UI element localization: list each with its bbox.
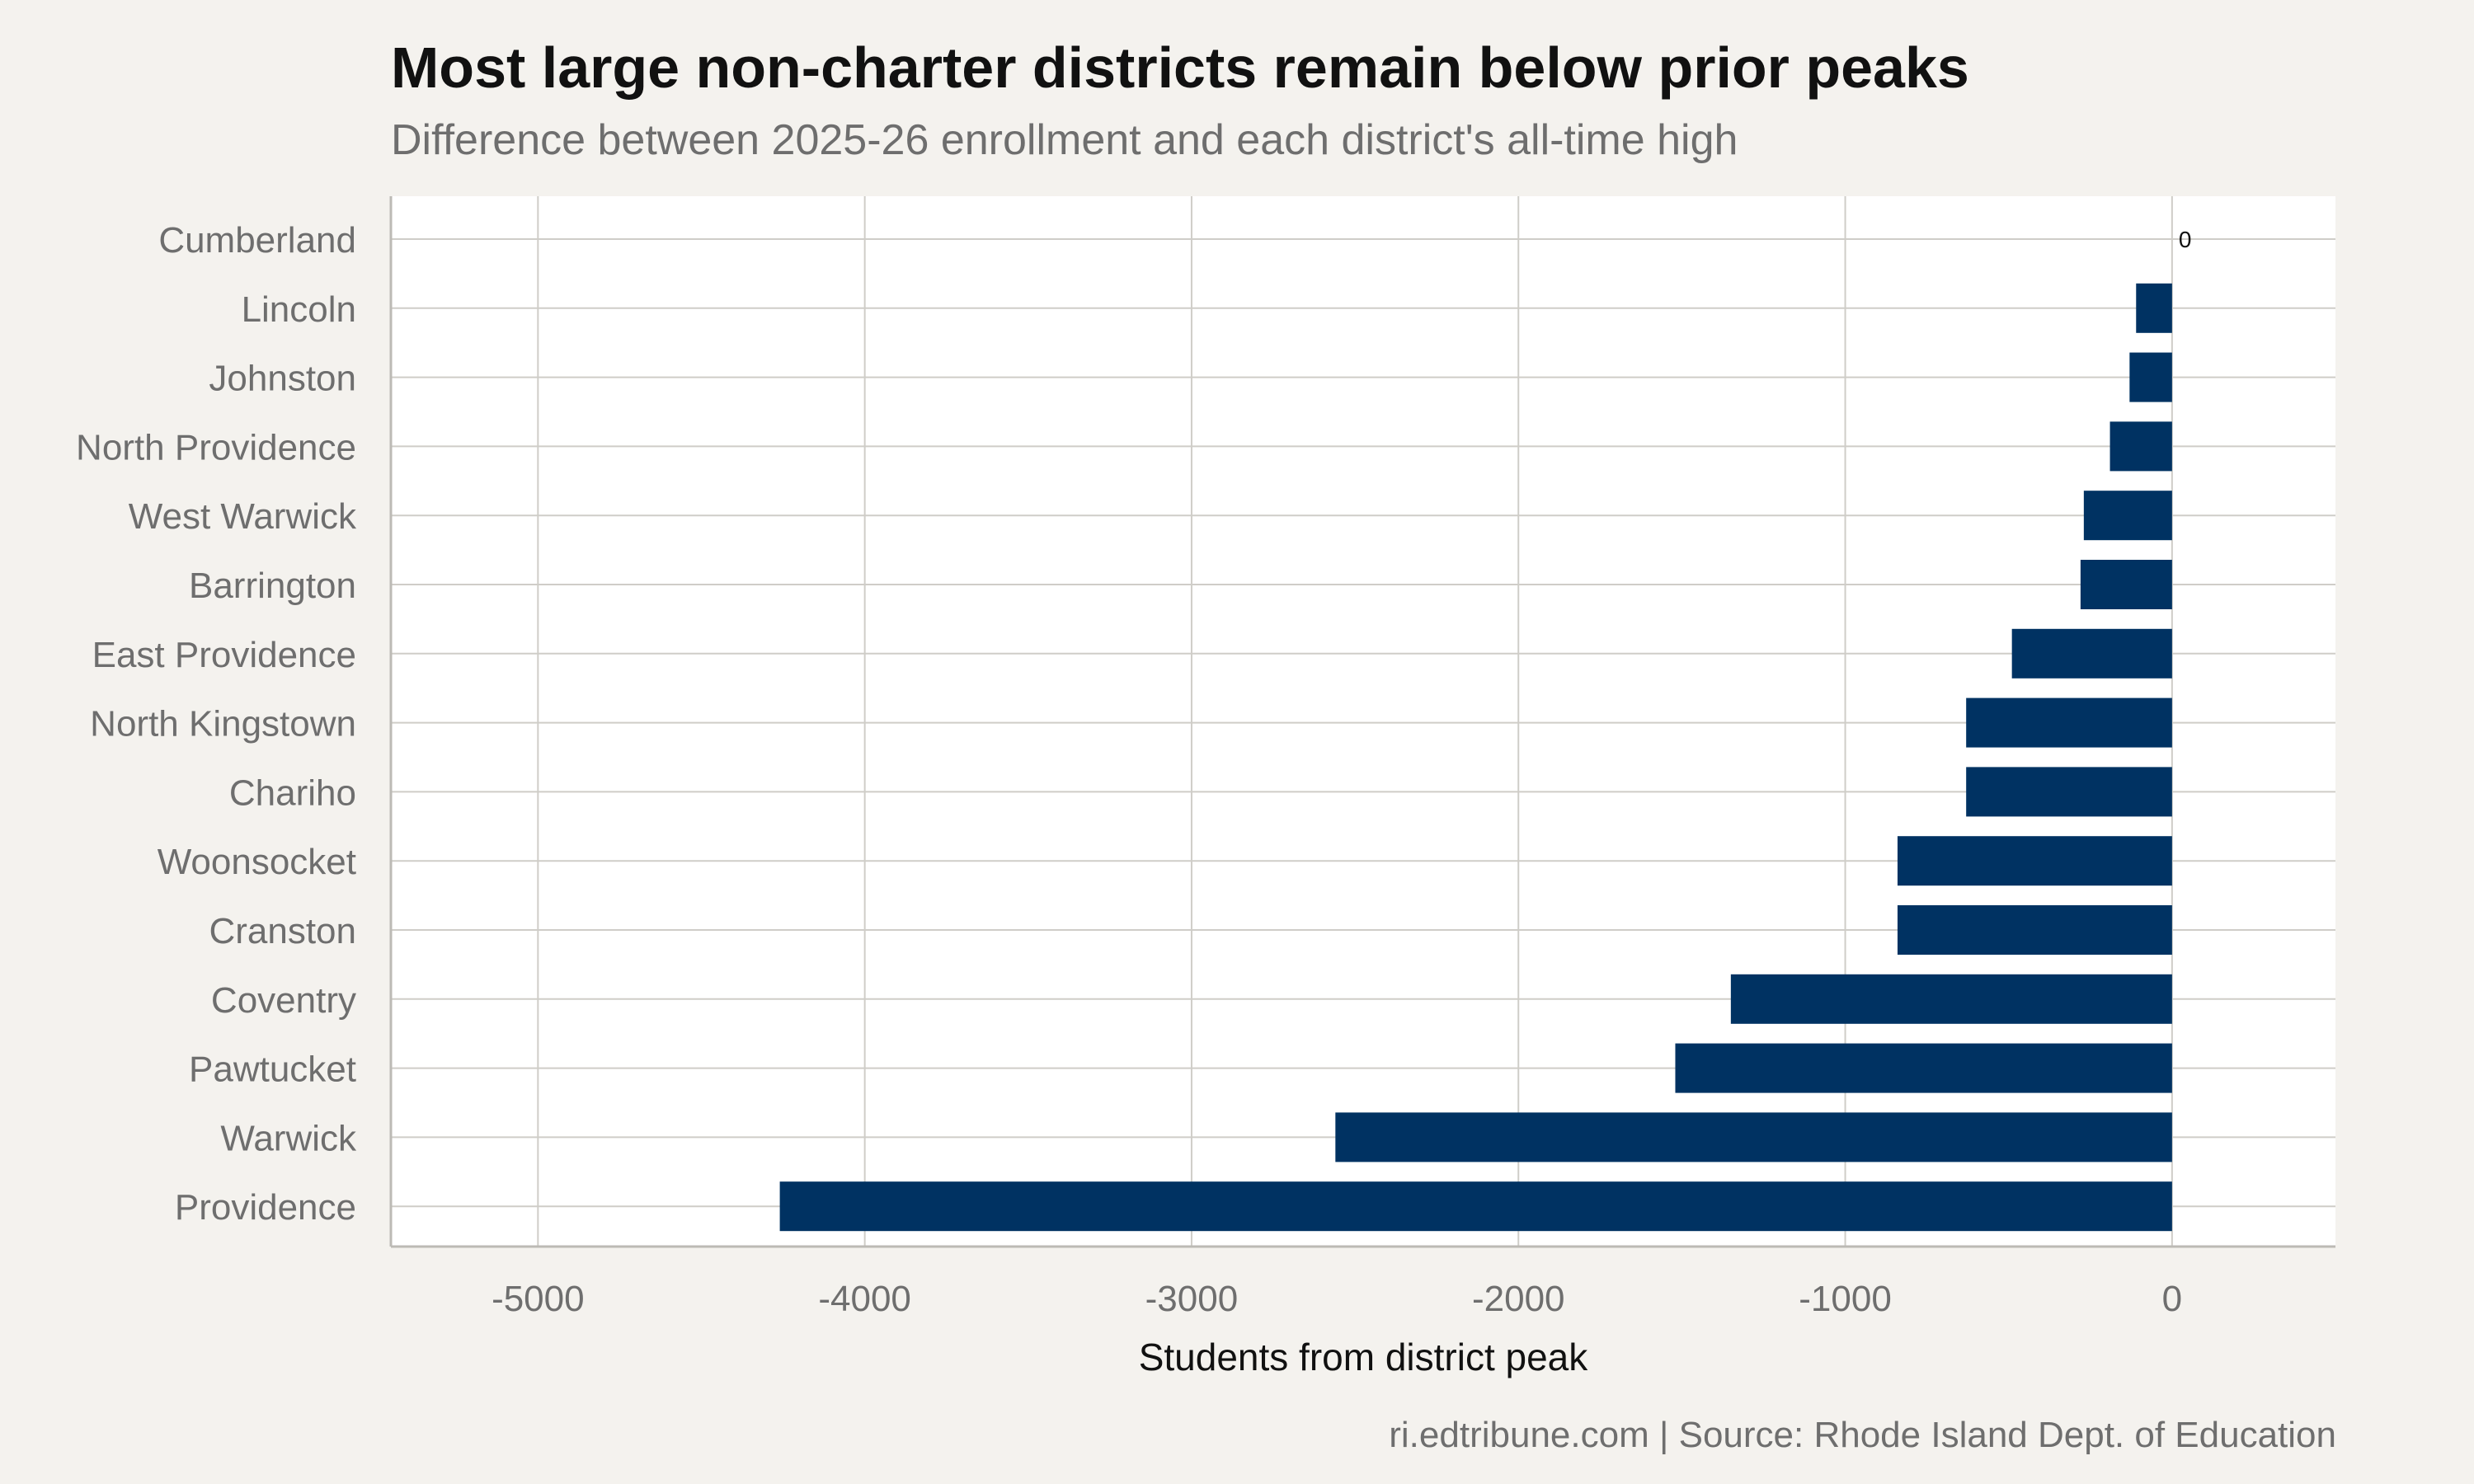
x-tick-label: -1000 (1799, 1279, 1892, 1319)
y-axis-labels: Cumberland Lincoln Johnston North Providenc… (76, 220, 357, 1228)
source-caption: ri.edtribune.com | Source: Rhode Island … (1389, 1415, 2336, 1455)
chart-title: Most large non-charter districts remain … (391, 35, 1969, 100)
x-tick-label: -5000 (492, 1279, 585, 1319)
y-tick-label: Warwick (220, 1118, 357, 1158)
bar-warwick (1335, 1112, 2172, 1162)
x-tick-label: -4000 (818, 1279, 911, 1319)
y-tick-label: Pawtucket (189, 1050, 356, 1090)
bar-cranston (1897, 905, 2172, 955)
y-tick-label: East Providence (92, 635, 356, 675)
bar-barrington (2080, 560, 2172, 609)
y-tick-label: Coventry (211, 980, 356, 1021)
x-tick-label: -3000 (1145, 1279, 1239, 1319)
bar-johnston (2129, 352, 2172, 402)
bar-lincoln (2136, 283, 2172, 333)
bar-pawtucket (1675, 1043, 2172, 1093)
x-tick-label: 0 (2162, 1279, 2182, 1319)
bar-east-providence (2011, 628, 2172, 679)
y-tick-label: West Warwick (129, 496, 357, 537)
bar-coventry (1730, 974, 2172, 1024)
y-tick-label: North Providence (76, 427, 356, 467)
axis-lines (389, 196, 2335, 1248)
bars (779, 283, 2172, 1232)
bar-north-providence (2109, 421, 2172, 472)
data-label: 0 (2179, 227, 2192, 252)
y-tick-label: Johnston (209, 359, 356, 399)
y-tick-label: Cumberland (158, 220, 356, 261)
y-tick-label: Barrington (189, 566, 356, 606)
y-tick-label: Lincoln (242, 289, 356, 330)
y-tick-label: Cranston (209, 911, 356, 951)
x-axis-tick-labels: -5000 -4000 -3000 -2000 -1000 0 (492, 1279, 2182, 1319)
data-labels: 0 (2179, 227, 2192, 252)
chart-subtitle: Difference between 2025-26 enrollment an… (391, 116, 1738, 164)
y-tick-label: North Kingstown (90, 704, 356, 744)
bar-woonsocket (1897, 836, 2172, 886)
y-tick-label: Chariho (229, 773, 356, 813)
x-tick-label: -2000 (1472, 1279, 1565, 1319)
bar-providence (779, 1181, 2172, 1232)
y-tick-label: Providence (175, 1187, 356, 1228)
bar-chariho (1966, 767, 2172, 817)
bar-west-warwick (2083, 491, 2172, 541)
bar-north-kingstown (1966, 697, 2172, 748)
y-tick-label: Woonsocket (158, 842, 356, 882)
x-axis-title: Students from district peak (1139, 1336, 1589, 1378)
